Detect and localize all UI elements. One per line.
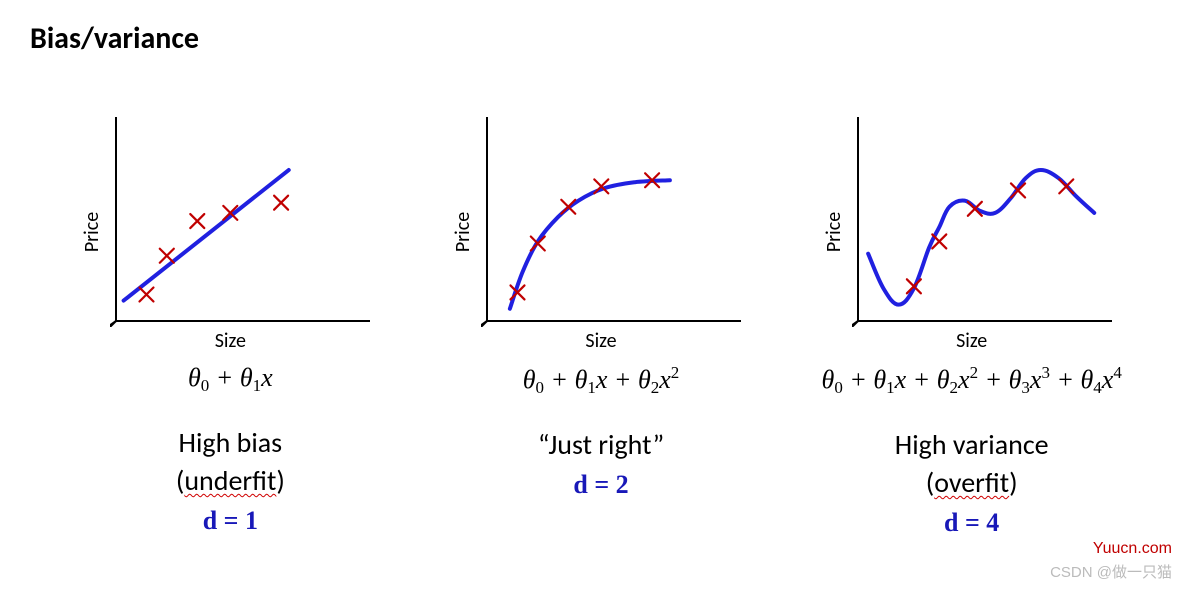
handwritten-d2: d = 2 [573,470,628,500]
desc-line1: “Just right” [538,427,664,462]
handwritten-d1: d = 1 [203,506,258,536]
desc-line2-underlined: underfit [184,463,276,498]
desc-line2-post: ) [276,463,285,498]
desc-line2-pre: ( [926,465,935,500]
plot-justright [481,117,741,327]
panel-underfit: Price Size θ0 + θ1x High bias (underfit)… [50,117,411,538]
ylabel: Price [822,212,846,252]
handwritten-d4: d = 4 [944,508,999,538]
panel-justright: Price Size θ0 + θ1x + θ2x2 “Just right” … [421,117,782,538]
desc-overfit: High variance (overfit) [895,426,1049,502]
desc-line1: High bias [179,425,283,460]
chart-overfit: Price Size [832,117,1112,347]
plot-overfit [852,117,1112,327]
watermark-csdn: CSDN @做一只猫 [1050,561,1172,582]
panels-row: Price Size θ0 + θ1x High bias (underfit)… [30,117,1172,538]
ylabel: Price [451,212,475,252]
plot-underfit [110,117,370,327]
xlabel: Size [585,329,616,353]
ylabel: Price [80,212,104,252]
desc-underfit: High bias (underfit) [176,424,285,500]
desc-line1: High variance [895,427,1049,462]
chart-justright: Price Size [461,117,741,347]
desc-line2-underlined: overfit [934,465,1009,500]
desc-justright: “Just right” [538,426,664,464]
xlabel: Size [215,329,246,353]
watermark-yuucn: Yuucn.com [1093,540,1172,558]
panel-overfit: Price Size θ0 + θ1x + θ2x2 + θ3x3 + θ4x4… [791,117,1152,538]
desc-line2-post: ) [1009,465,1018,500]
formula-underfit: θ0 + θ1x [188,363,273,396]
formula-justright: θ0 + θ1x + θ2x2 [523,363,680,398]
page-title: Bias/variance [30,20,1172,57]
formula-overfit: θ0 + θ1x + θ2x2 + θ3x3 + θ4x4 [822,363,1122,398]
xlabel: Size [956,329,987,353]
chart-underfit: Price Size [90,117,370,347]
